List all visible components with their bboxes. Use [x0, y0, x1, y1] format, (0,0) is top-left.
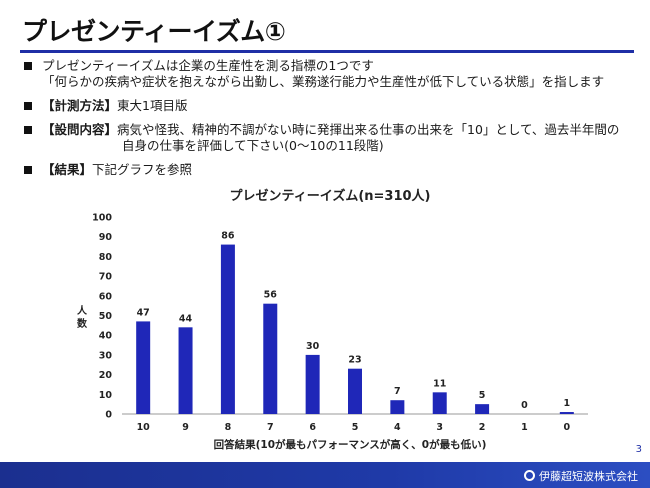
- data-label: 44: [179, 313, 193, 324]
- x-tick-label: 9: [182, 422, 189, 433]
- bullet-square-icon: [24, 102, 32, 110]
- x-tick-label: 4: [394, 422, 401, 433]
- footer-bar: 伊藤超短波株式会社: [0, 462, 650, 488]
- bullet-line: プレゼンティーイズムは企業の生産性を測る指標の1つです: [42, 58, 374, 73]
- bar: [475, 404, 490, 414]
- bullet-line: 下記グラフを参照: [92, 162, 193, 177]
- x-tick-label: 2: [479, 422, 486, 433]
- bar: [559, 412, 574, 414]
- chart-title: プレゼンティーイズム(n=310人): [230, 188, 431, 204]
- bars: 47 44 86 56 30 23 7 11 5 0 1: [136, 231, 574, 414]
- bullet-square-icon: [24, 166, 32, 174]
- bullet-line: 「何らかの疾病や症状を抱えながら出勤し、業務遂行能力や生産性が低下している状態」…: [42, 74, 605, 89]
- bullet-square-icon: [24, 126, 32, 134]
- bullet-label: 【計測方法】: [42, 98, 118, 113]
- y-axis-label-char: 数: [77, 317, 88, 330]
- bullet-line: 自身の仕事を評価して下さい(0～10の11段階): [122, 138, 384, 153]
- company-name: 伊藤超短波株式会社: [539, 470, 638, 483]
- company-logo: 伊藤超短波株式会社: [524, 468, 638, 484]
- data-label: 11: [433, 378, 446, 389]
- bullet-question: 【設問内容】病気や怪我、精神的不調がない時に発揮出来る仕事の出来を「10」として…: [22, 122, 632, 154]
- y-tick-label: 80: [99, 252, 113, 263]
- data-label: 7: [394, 386, 401, 397]
- data-label: 1: [564, 398, 571, 409]
- y-tick-label: 30: [99, 350, 113, 361]
- y-tick-label: 10: [99, 390, 113, 401]
- x-tick-label: 7: [267, 422, 274, 433]
- y-axis-label-char: 人: [77, 304, 88, 317]
- company-logo-icon: [524, 470, 535, 481]
- bar: [178, 327, 193, 414]
- bar: [263, 303, 278, 414]
- y-tick-label: 70: [99, 272, 113, 283]
- y-tick-label: 20: [99, 370, 113, 381]
- title-divider: [20, 50, 634, 53]
- y-tick-label: 60: [99, 291, 113, 302]
- data-label: 5: [479, 390, 486, 401]
- data-label: 0: [521, 400, 528, 411]
- x-tick-label: 8: [225, 422, 232, 433]
- x-axis-label: 回答結果(10が最もパフォーマンスが高く、0が最も低い): [214, 438, 487, 451]
- x-tick-label: 1: [521, 422, 528, 433]
- bullet-definition: プレゼンティーイズムは企業の生産性を測る指標の1つです 「何らかの疾病や症状を抱…: [22, 58, 632, 90]
- bullet-method: 【計測方法】東大1項目版: [22, 98, 632, 114]
- data-label: 56: [264, 290, 278, 301]
- x-tick-label: 6: [309, 422, 316, 433]
- bullet-label: 【設問内容】: [42, 122, 118, 137]
- x-tick-label: 10: [137, 422, 151, 433]
- bullet-list: プレゼンティーイズムは企業の生産性を測る指標の1つです 「何らかの疾病や症状を抱…: [22, 58, 632, 186]
- data-label: 86: [221, 231, 235, 242]
- bar-chart: プレゼンティーイズム(n=310人) 人数 010203040506070809…: [77, 188, 588, 451]
- y-tick-label: 90: [99, 232, 113, 243]
- slide-title: プレゼンティーイズム①: [22, 17, 286, 46]
- bullet-line: 病気や怪我、精神的不調がない時に発揮出来る仕事の出来を「10」として、過去半年間…: [117, 122, 620, 137]
- y-tick-label: 40: [99, 331, 113, 342]
- x-tick-label: 5: [352, 422, 359, 433]
- y-tick-label: 0: [105, 410, 112, 421]
- bullet-square-icon: [24, 62, 32, 70]
- y-axis-label: 人数: [77, 304, 88, 330]
- y-tick-label: 100: [92, 213, 112, 224]
- data-label: 47: [137, 307, 150, 318]
- bar: [432, 392, 447, 414]
- bullet-label: 【結果】: [42, 162, 93, 177]
- bar: [220, 244, 235, 414]
- x-tick-label: 0: [564, 422, 571, 433]
- data-label: 23: [348, 355, 361, 366]
- bar: [136, 321, 151, 414]
- bullet-line: 東大1項目版: [117, 98, 188, 113]
- data-label: 30: [306, 341, 320, 352]
- bar: [348, 368, 362, 414]
- x-tick-labels: 10 9 8 7 6 5 4 3 2 1 0: [137, 422, 571, 433]
- x-tick-label: 3: [436, 422, 443, 433]
- bullet-result: 【結果】下記グラフを参照: [22, 162, 632, 178]
- page-number: 3: [635, 444, 642, 455]
- y-tick-labels: 0 10 20 30 40 50 60 70 80 90 100: [92, 213, 112, 421]
- bar: [305, 354, 320, 414]
- y-tick-label: 50: [99, 311, 113, 322]
- bar: [390, 400, 405, 414]
